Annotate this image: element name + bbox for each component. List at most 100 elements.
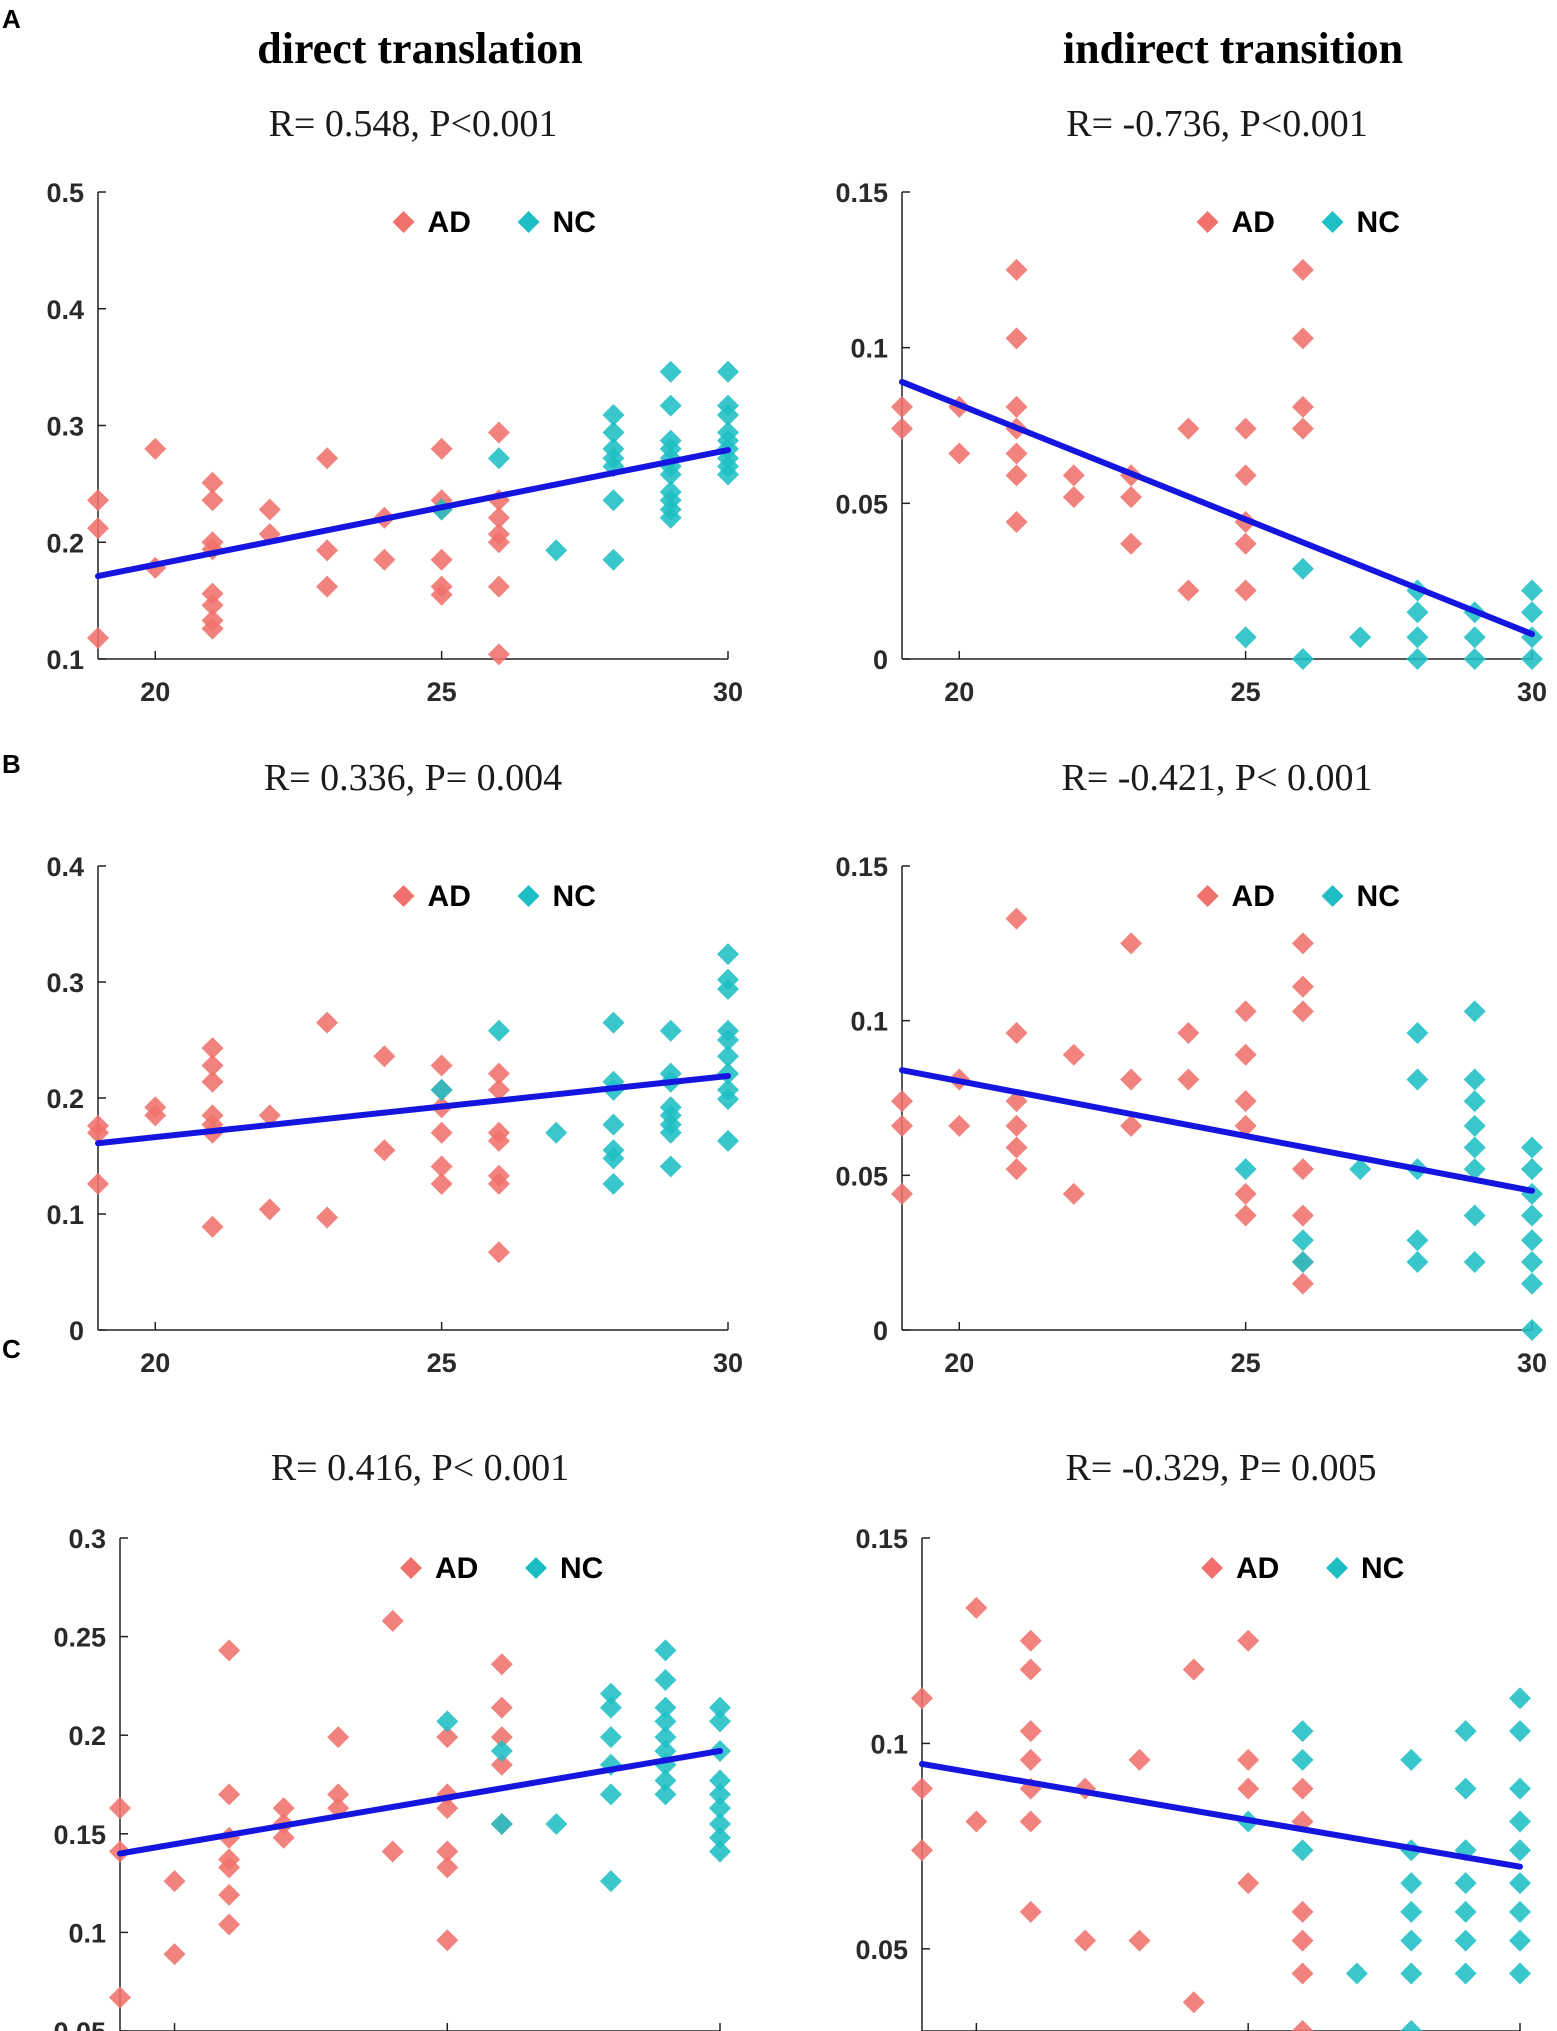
ad-point <box>1019 1810 1042 1833</box>
nc-point <box>599 1726 622 1749</box>
regression-line <box>899 1067 1535 1194</box>
y-tick-label: 0.1 <box>46 645 84 675</box>
chart-stat-title: R= -0.329, P= 0.005 <box>1066 1447 1377 1489</box>
y-tick-label: 0.3 <box>46 968 84 998</box>
chart-c-direct: R= 0.416, P< 0.0010.050.10.150.20.250.32… <box>53 1447 731 2031</box>
nc-point <box>659 1019 682 1042</box>
ad-point <box>1291 395 1314 418</box>
ad-point <box>1291 258 1314 281</box>
ad-point <box>430 1172 453 1195</box>
nc-point <box>1454 1962 1477 1985</box>
x-tick-label: 25 <box>427 1348 457 1378</box>
ad-point <box>1291 327 1314 350</box>
legend-nc-label: NC <box>1357 880 1400 913</box>
x-tick-label: 25 <box>427 677 457 707</box>
nc-point <box>659 506 682 529</box>
nc-point <box>1400 2020 1423 2031</box>
ad-point <box>316 1206 339 1229</box>
ad-point <box>487 421 510 444</box>
nc-point <box>709 1696 731 1719</box>
nc-point <box>1291 1839 1314 1862</box>
ad-point <box>258 1104 281 1127</box>
nc-point <box>1400 1872 1423 1895</box>
ad-point <box>891 417 913 440</box>
nc-point <box>1406 1250 1429 1273</box>
y-tick-label: 0.3 <box>46 412 84 442</box>
nc-point <box>654 1710 677 1733</box>
ad-point <box>1120 1114 1143 1137</box>
ad-point <box>1005 1114 1028 1137</box>
x-tick-label: 20 <box>140 1348 170 1378</box>
scatter-points <box>109 1609 731 2009</box>
ad-point <box>1019 1720 1042 1743</box>
ad-point <box>1291 975 1314 998</box>
nc-point <box>436 1710 459 1733</box>
ad-point <box>948 442 971 465</box>
nc-point <box>602 403 625 426</box>
ad-point <box>1182 1658 1205 1681</box>
nc-point <box>709 1826 731 1849</box>
ad-point <box>201 582 224 605</box>
ad-point <box>1291 1158 1314 1181</box>
ad-point <box>218 1913 241 1936</box>
nc-point <box>659 1155 682 1178</box>
ad-point <box>144 437 167 460</box>
ad-point <box>201 471 224 494</box>
ad-point <box>381 1609 404 1632</box>
ad-point <box>430 1121 453 1144</box>
nc-point <box>709 1812 731 1835</box>
ad-point <box>1005 395 1028 418</box>
nc-point <box>1521 1272 1543 1295</box>
scatter-points <box>911 1596 1531 2031</box>
legend-ad-label: AD <box>1232 880 1275 913</box>
panel-label-c: C <box>2 1334 21 1364</box>
ad-point <box>1234 417 1257 440</box>
x-tick-label: 20 <box>944 1348 974 1378</box>
ad-point <box>487 1062 510 1085</box>
nc-point <box>1291 648 1314 670</box>
ad-point <box>430 437 453 460</box>
legend-ad-label: AD <box>428 880 471 913</box>
ad-point <box>911 1839 933 1862</box>
nc-point <box>1400 1900 1423 1923</box>
ad-point <box>1234 1182 1257 1205</box>
nc-point <box>654 1769 677 1792</box>
ad-point <box>1062 1043 1085 1066</box>
ad-point <box>490 1753 513 1776</box>
ad-point <box>1234 579 1257 602</box>
y-tick-label: 0.15 <box>835 852 888 882</box>
nc-point <box>659 1121 682 1144</box>
ad-point <box>1019 1748 1042 1771</box>
nc-point <box>1406 1022 1429 1045</box>
nc-point <box>545 1812 568 1835</box>
ad-point <box>891 395 913 418</box>
nc-point <box>1509 1929 1531 1952</box>
ad-point <box>1237 1777 1260 1800</box>
nc-point <box>654 1696 677 1719</box>
ad-point <box>965 1810 988 1833</box>
nc-point <box>654 1639 677 1662</box>
legend-ad-marker <box>392 885 415 907</box>
ad-point <box>1177 417 1200 440</box>
legend-nc-label: NC <box>1361 1552 1404 1585</box>
regression-line <box>95 1072 731 1147</box>
nc-point <box>1463 1250 1486 1273</box>
ad-point <box>1019 1658 1042 1681</box>
legend-nc-marker <box>525 1557 547 1579</box>
ad-point <box>436 1929 459 1952</box>
y-tick-label: 0.1 <box>850 1007 888 1037</box>
nc-point <box>602 489 625 512</box>
nc-point <box>1463 1000 1486 1023</box>
ad-point <box>430 1155 453 1178</box>
ad-point <box>373 1045 396 1068</box>
ad-point <box>163 1943 186 1966</box>
column-title-direct: direct translation <box>257 24 583 73</box>
chart-stat-title: R= -0.421, P< 0.001 <box>1062 757 1373 799</box>
x-tick-label: 25 <box>1231 677 1261 707</box>
ad-point <box>1177 1022 1200 1045</box>
ad-point <box>87 626 109 649</box>
nc-point <box>1291 1250 1314 1273</box>
legend-nc-label: NC <box>1357 206 1400 239</box>
nc-point <box>1521 1250 1543 1273</box>
ad-point <box>201 489 224 512</box>
